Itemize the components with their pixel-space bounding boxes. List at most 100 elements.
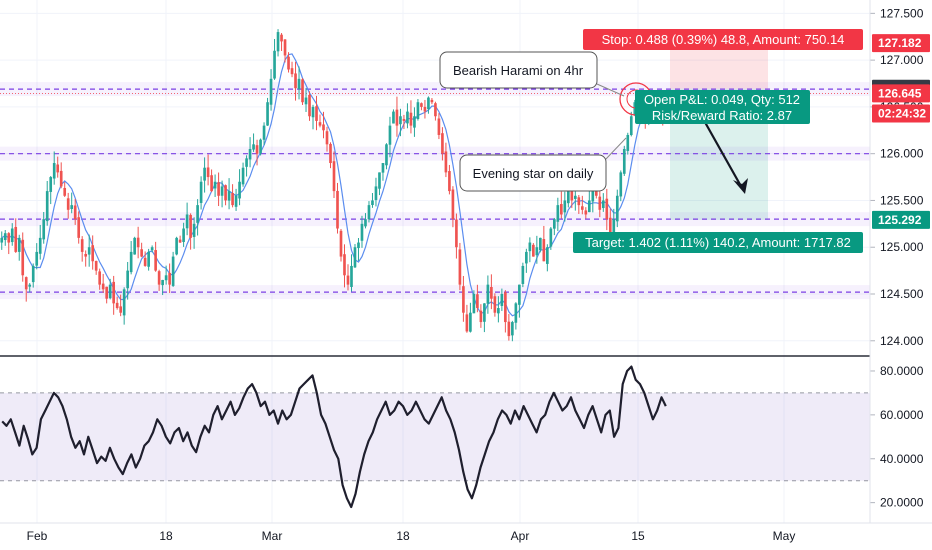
candle[interactable]: [189, 213, 192, 250]
candle[interactable]: [441, 127, 444, 161]
candle[interactable]: [504, 290, 507, 333]
candle[interactable]: [395, 96, 399, 137]
candle[interactable]: [409, 100, 413, 134]
candle[interactable]: [3, 229, 7, 246]
candle[interactable]: [556, 197, 560, 232]
candle[interactable]: [385, 143, 388, 170]
candle[interactable]: [479, 304, 483, 328]
candle[interactable]: [329, 142, 332, 169]
candle[interactable]: [528, 237, 532, 263]
candle[interactable]: [416, 99, 420, 121]
candle[interactable]: [248, 137, 252, 168]
candle[interactable]: [521, 262, 525, 288]
candle[interactable]: [10, 223, 14, 246]
candle[interactable]: [126, 261, 129, 300]
candle[interactable]: [490, 274, 493, 310]
candle[interactable]: [203, 157, 206, 193]
candle[interactable]: [399, 108, 402, 137]
stop-label[interactable]: Stop: 0.488 (0.39%) 48.8, Amount: 750.14: [583, 29, 863, 50]
candle[interactable]: [87, 234, 91, 267]
candle[interactable]: [14, 218, 18, 253]
candle[interactable]: [322, 111, 325, 139]
candle[interactable]: [584, 207, 588, 219]
candle[interactable]: [308, 91, 311, 121]
candle[interactable]: [17, 234, 21, 261]
candle[interactable]: [38, 224, 42, 260]
candle[interactable]: [262, 122, 266, 145]
candle[interactable]: [402, 114, 406, 129]
candle[interactable]: [241, 162, 245, 187]
candle[interactable]: [140, 242, 143, 258]
candle[interactable]: [206, 154, 210, 186]
candle[interactable]: [318, 114, 322, 128]
candle[interactable]: [273, 38, 276, 80]
candle[interactable]: [539, 237, 542, 253]
candle[interactable]: [157, 269, 161, 291]
candle[interactable]: [497, 296, 500, 323]
candle[interactable]: [276, 29, 280, 57]
candle[interactable]: [388, 116, 392, 158]
candle[interactable]: [143, 251, 147, 267]
candle[interactable]: [210, 169, 213, 193]
candle[interactable]: [73, 198, 77, 225]
candle[interactable]: [553, 217, 556, 236]
candle[interactable]: [413, 107, 416, 137]
candle[interactable]: [458, 242, 462, 291]
candle[interactable]: [80, 236, 84, 262]
candle[interactable]: [465, 304, 469, 333]
candle[interactable]: [122, 287, 126, 325]
candle[interactable]: [129, 241, 133, 275]
candle[interactable]: [133, 236, 136, 255]
candle[interactable]: [217, 172, 220, 207]
candle[interactable]: [287, 52, 290, 73]
candle[interactable]: [315, 95, 318, 131]
candle[interactable]: [35, 243, 39, 270]
candle[interactable]: [629, 111, 633, 137]
candle[interactable]: [615, 189, 619, 228]
candle[interactable]: [343, 244, 346, 288]
candle[interactable]: [455, 213, 458, 259]
candle[interactable]: [234, 188, 238, 211]
candle[interactable]: [364, 213, 367, 229]
candle[interactable]: [182, 222, 185, 247]
candle[interactable]: [98, 268, 102, 290]
candle[interactable]: [360, 215, 364, 248]
candle[interactable]: [577, 194, 581, 214]
candle[interactable]: [601, 193, 605, 212]
candle[interactable]: [605, 188, 609, 231]
candle[interactable]: [311, 104, 315, 130]
candle[interactable]: [500, 288, 504, 311]
candle[interactable]: [220, 180, 224, 208]
candle[interactable]: [196, 199, 199, 236]
candle[interactable]: [525, 248, 528, 273]
candle[interactable]: [150, 245, 154, 253]
candle[interactable]: [70, 192, 74, 214]
candle[interactable]: [28, 283, 32, 293]
candle[interactable]: [304, 88, 308, 112]
candle[interactable]: [357, 238, 360, 261]
candle[interactable]: [294, 61, 297, 101]
candle[interactable]: [280, 33, 283, 51]
candle[interactable]: [476, 284, 479, 313]
candle[interactable]: [346, 264, 350, 291]
candle[interactable]: [374, 177, 378, 207]
candle[interactable]: [115, 296, 119, 310]
candle[interactable]: [535, 235, 539, 264]
candle[interactable]: [21, 232, 25, 282]
candle[interactable]: [63, 182, 67, 197]
candle[interactable]: [168, 263, 171, 294]
candle[interactable]: [444, 142, 448, 178]
candle[interactable]: [451, 186, 455, 228]
candle[interactable]: [472, 290, 476, 314]
candle[interactable]: [119, 294, 122, 317]
candle[interactable]: [514, 302, 518, 330]
candle[interactable]: [546, 244, 549, 272]
pnl-label[interactable]: Open P&L: 0.049, Qty: 512 Risk/Reward Ra…: [635, 90, 810, 124]
candle[interactable]: [45, 180, 49, 226]
candle[interactable]: [136, 226, 140, 259]
candle[interactable]: [94, 260, 98, 275]
candle[interactable]: [175, 236, 178, 256]
candle[interactable]: [462, 275, 465, 322]
candle[interactable]: [227, 178, 231, 210]
